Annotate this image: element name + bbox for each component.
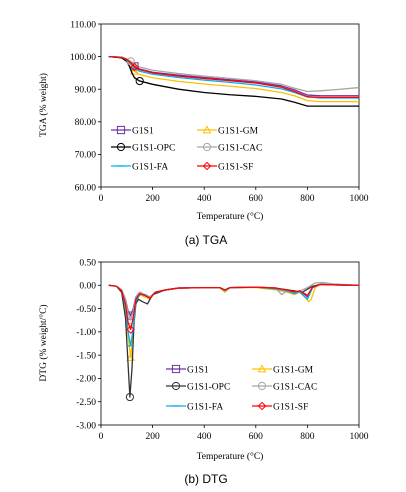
tga-series-line-g1s1-sf	[108, 55, 359, 98]
dtg-legend-label-g1s1-opc: G1S1-OPC	[187, 382, 230, 392]
dtg-plot-frame	[100, 261, 360, 426]
tga-x-tick-label: 200	[145, 194, 160, 204]
dtg-x-tick-label: 1000	[350, 432, 369, 442]
dtg-legend-label-g1s1: G1S1	[187, 365, 209, 375]
dtg-series-marker-g1s1-sf	[126, 325, 135, 334]
dtg-y-tick-label: -1.00	[76, 328, 96, 338]
dtg-series-line-g1s1-sf	[108, 283, 360, 331]
dtg-y-tick-label: 0.50	[79, 258, 96, 268]
tga-legend-label-g1s1-opc: G1S1-OPC	[132, 143, 175, 153]
dtg-series-line-g1s1	[108, 283, 360, 317]
dtg-legend-label-g1s1-gm: G1S1-GM	[273, 365, 314, 375]
tga-y-tick-label: 100.00	[70, 53, 96, 63]
dtg-x-axis-title: Temperature (°C)	[197, 451, 264, 462]
dtg-series-marker-g1s1-opc	[125, 392, 134, 402]
dtg-y-tick-label: -3.00	[76, 421, 96, 431]
tga-x-axis-title: Temperature (°C)	[197, 211, 264, 222]
tga-series-marker-g1s1-sf	[130, 62, 139, 72]
dtg-series-line-g1s1-fa	[108, 283, 360, 347]
dtg-x-tick-label: 0	[99, 432, 104, 442]
tga-series-marker-g1s1-cac	[126, 57, 135, 66]
tga-x-tick-label: 800	[300, 194, 315, 204]
dtg-legend-marker-g1s1-sf	[257, 401, 267, 411]
caption-b: (b) DTG	[184, 472, 227, 486]
dtg-legend-marker-g1s1-gm	[257, 364, 267, 373]
tga-x-tick-label: 0	[99, 194, 104, 204]
tga-legend-marker-g1s1-opc	[116, 142, 126, 152]
tga-y-axis-title: TGA (% weight)	[38, 73, 49, 137]
tga-chart: 60.00 70.00 80.00 90.00 100.00 110.00 0 200 400 6…	[38, 20, 369, 222]
tga-legend-marker-g1s1	[116, 125, 126, 135]
tga-y-tick-label: 70.00	[75, 151, 97, 161]
tga-legend-label-g1s1-cac: G1S1-CAC	[218, 143, 262, 153]
tga-legend-label-g1s1-sf: G1S1-SF	[218, 162, 253, 172]
dtg-legend-label-g1s1-sf: G1S1-SF	[273, 402, 308, 412]
dtg-x-tick-label: 800	[300, 432, 315, 442]
tga-series-marker-g1s1-gm	[130, 66, 139, 75]
dtg-legend-label-g1s1-cac: G1S1-CAC	[273, 382, 317, 392]
tga-legend-label-g1s1-gm: G1S1-GM	[218, 126, 259, 136]
tga-series-line-g1s1-fa	[108, 55, 359, 99]
tga-series-line-g1s1-opc	[108, 55, 359, 107]
dtg-x-tick-label: 600	[249, 432, 264, 442]
tga-y-tick-label: 80.00	[75, 118, 97, 128]
tga-series-line-g1s1-cac	[108, 55, 360, 93]
tga-legend-marker-g1s1-sf	[202, 161, 212, 171]
tga-x-tick-label: 1000	[350, 194, 369, 204]
tga-legend-marker-g1s1-gm	[202, 125, 212, 134]
dtg-series-line-g1s1-opc	[108, 283, 360, 398]
dtg-legend-marker-g1s1-opc	[171, 381, 181, 391]
dtg-y-tick-label: -0.50	[76, 305, 96, 315]
dtg-y-tick-label: -1.50	[76, 351, 96, 361]
dtg-y-tick-label: -2.00	[76, 375, 96, 385]
tga-y-tick-label: 90.00	[75, 86, 97, 96]
tga-y-tick-label: 110.00	[70, 20, 96, 30]
tga-y-tick-label: 60.00	[75, 183, 97, 193]
caption-a: (a) TGA	[185, 233, 227, 247]
dtg-x-tick-label: 200	[145, 432, 160, 442]
tga-x-tick-label: 400	[197, 194, 212, 204]
dtg-legend-marker-g1s1	[171, 364, 181, 374]
dtg-legend-marker-g1s1-cac	[257, 381, 267, 391]
dtg-x-tick-label: 400	[197, 432, 212, 442]
dtg-y-axis-title: DTG (% weight/°C)	[38, 304, 49, 381]
tga-legend-marker-g1s1-cac	[202, 142, 212, 152]
dtg-y-tick-label: -2.50	[76, 398, 96, 408]
tga-x-tick-label: 600	[249, 194, 264, 204]
tga-legend-label-g1s1-fa: G1S1-FA	[132, 162, 168, 172]
dtg-chart: -3.00 -2.50 -2.00 -1.50 -1.00 -0.50 0.00 0.50 0 2…	[38, 258, 369, 462]
tga-legend-label-g1s1: G1S1	[132, 126, 154, 136]
dtg-y-tick-label: 0.00	[79, 282, 96, 292]
tga-series-marker-g1s1-opc	[135, 76, 144, 86]
dtg-legend-label-g1s1-fa: G1S1-FA	[187, 402, 223, 412]
